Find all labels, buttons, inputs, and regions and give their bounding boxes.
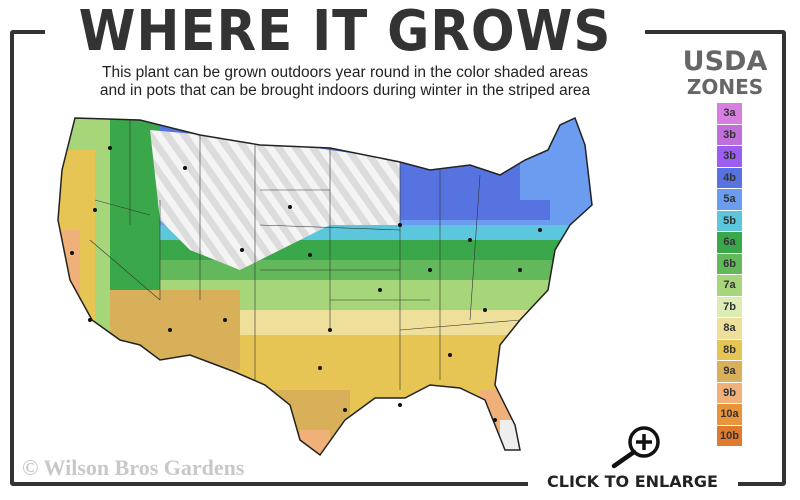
subtitle-line-1: This plant can be grown outdoors year ro… — [102, 64, 588, 81]
legend-zone-7a: 7a — [717, 275, 742, 296]
legend-zone-3a: 3a — [717, 103, 742, 124]
legend-zone-4b: 4b — [717, 167, 742, 188]
click-to-enlarge-button[interactable]: CLICK TO ENLARGE — [547, 472, 718, 491]
legend-zone-9a: 9a — [717, 361, 742, 382]
page-title: WHERE IT GROWS — [78, 0, 612, 64]
zone-legend: 3a 3b 3b 4b 5a 5b 6a 6b 7a 7b 8a 8b 9a 9b 10a 10b — [717, 103, 742, 447]
subtitle-line-2: and in pots that can be brought indoors … — [99, 82, 591, 99]
legend-zone-10a: 10a — [717, 404, 742, 425]
legend-zone-9b: 9b — [717, 382, 742, 403]
copyright-watermark: © Wilson Bros Gardens — [22, 455, 245, 480]
legend-zone-8b: 8b — [717, 339, 742, 360]
magnifier-plus-icon[interactable] — [610, 424, 666, 470]
legend-zone-8a: 8a — [717, 318, 742, 339]
legend-zone-10b: 10b — [717, 425, 742, 446]
legend-zone-3b: 3b — [717, 124, 742, 145]
legend-zone-7b: 7b — [717, 296, 742, 317]
legend-zone-6b: 6b — [717, 253, 742, 274]
state-borders — [89, 118, 521, 390]
legend-zone-6a: 6a — [717, 232, 742, 253]
legend-title-line-2: ZONES — [686, 75, 764, 99]
legend-zone-3b: 3b — [717, 146, 742, 167]
city-dots — [70, 146, 542, 422]
legend-zone-5a: 5a — [717, 189, 742, 210]
legend-title: USDA ZONES — [670, 46, 780, 99]
legend-zone-5b: 5b — [717, 210, 742, 231]
legend-title-line-1: USDA — [682, 46, 768, 77]
subtitle: This plant can be grown outdoors year ro… — [40, 64, 650, 100]
